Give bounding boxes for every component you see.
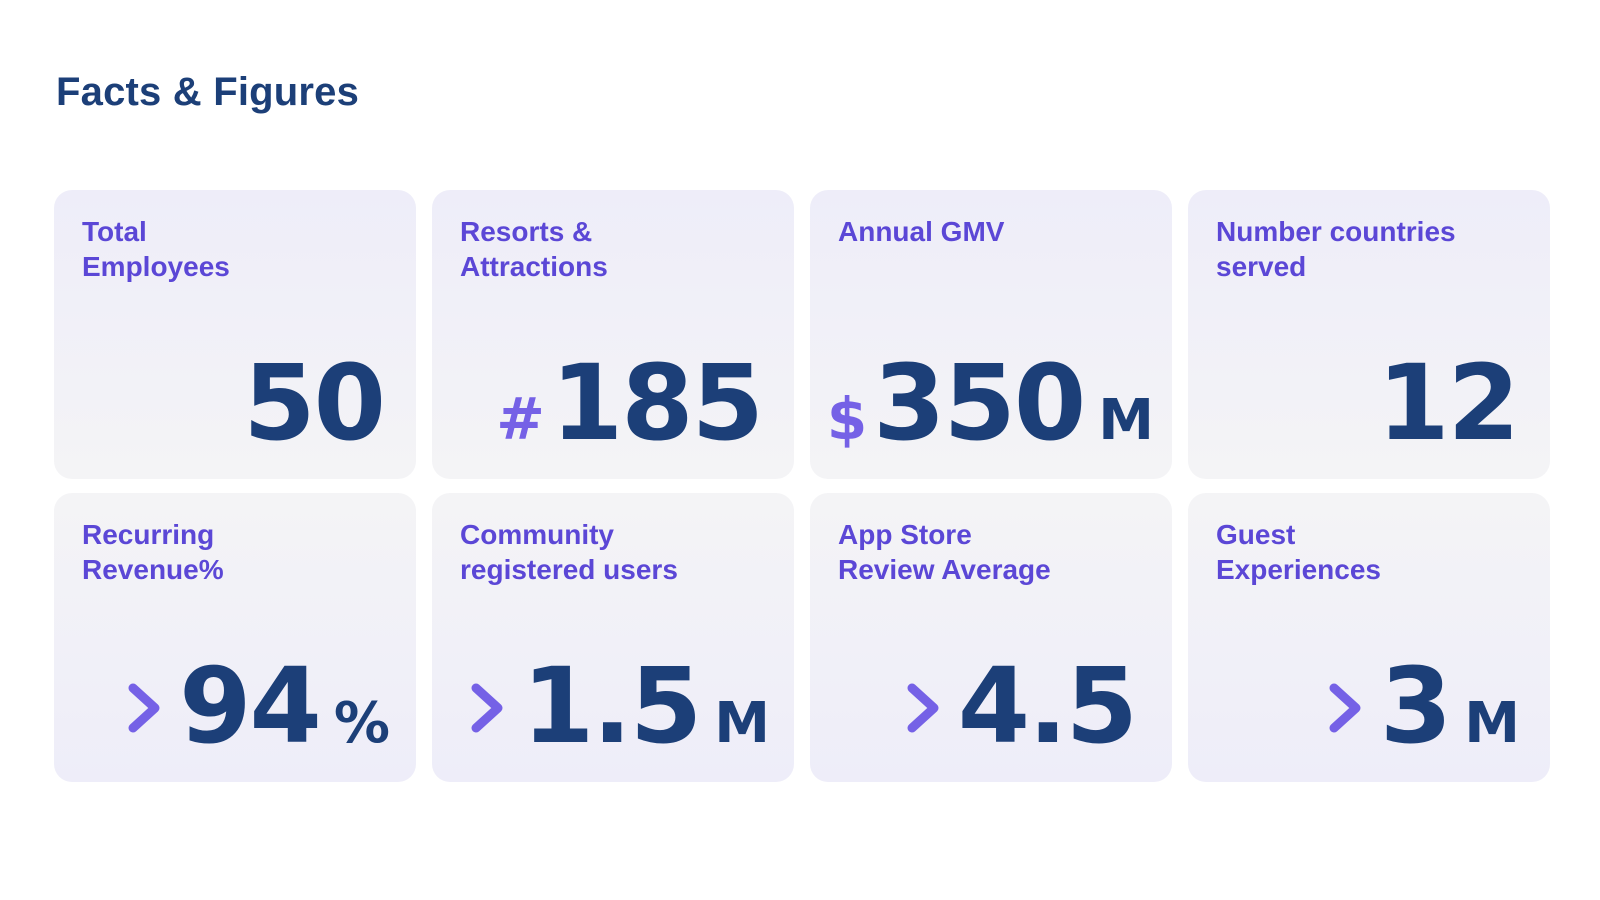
fact-value: 4.5 — [957, 645, 1138, 767]
fact-value-row: # 185 — [496, 342, 764, 464]
chevron-right-icon — [470, 682, 506, 734]
fact-value: 3 — [1379, 645, 1452, 767]
fact-card-app-store-rating: App Store Review Average 4.5 — [810, 493, 1172, 782]
fact-value: 1.5 — [522, 645, 702, 767]
chevron-right-icon — [127, 682, 163, 734]
fact-value-row: 50 — [243, 342, 386, 464]
fact-label: App Store Review Average — [838, 519, 1051, 585]
fact-prefix: $ — [826, 385, 868, 453]
fact-value: 350 — [873, 342, 1086, 464]
fact-value-row: 4.5 — [906, 645, 1138, 767]
fact-prefix: # — [496, 385, 545, 453]
fact-label: Resorts & Attractions — [460, 216, 608, 282]
fact-suffix: M — [1098, 388, 1154, 453]
fact-value-row: 3 M — [1328, 645, 1520, 767]
fact-card-community-users: Community registered users 1.5 M — [432, 493, 794, 782]
facts-grid: Total Employees 50 Resorts & Attractions… — [54, 190, 1550, 782]
fact-card-recurring-revenue: Recurring Revenue% 94 % — [54, 493, 416, 782]
fact-card-annual-gmv: Annual GMV $ 350 M — [810, 190, 1172, 479]
fact-suffix: M — [714, 691, 770, 756]
fact-card-guest-experiences: Guest Experiences 3 M — [1188, 493, 1550, 782]
fact-label: Number countries served — [1216, 216, 1456, 282]
fact-value: 50 — [243, 342, 386, 464]
fact-value: 12 — [1377, 342, 1520, 464]
fact-suffix: % — [333, 691, 390, 756]
fact-card-total-employees: Total Employees 50 — [54, 190, 416, 479]
fact-label: Annual GMV — [838, 216, 1005, 247]
fact-value-row: 1.5 M — [470, 645, 770, 767]
fact-value-row: 12 — [1377, 342, 1520, 464]
fact-card-countries-served: Number countries served 12 — [1188, 190, 1550, 479]
page-title: Facts & Figures — [56, 70, 360, 114]
fact-label: Total Employees — [82, 216, 230, 282]
chevron-right-icon — [1328, 682, 1364, 734]
fact-value: 94 — [179, 645, 322, 767]
fact-value: 185 — [550, 342, 764, 464]
fact-value-row: 94 % — [127, 645, 390, 767]
fact-label: Community registered users — [460, 519, 678, 585]
fact-label: Recurring Revenue% — [82, 519, 224, 585]
fact-suffix: M — [1464, 691, 1520, 756]
fact-card-resorts-attractions: Resorts & Attractions # 185 — [432, 190, 794, 479]
fact-value-row: $ 350 M — [826, 342, 1154, 464]
chevron-right-icon — [906, 682, 942, 734]
fact-label: Guest Experiences — [1216, 519, 1381, 585]
